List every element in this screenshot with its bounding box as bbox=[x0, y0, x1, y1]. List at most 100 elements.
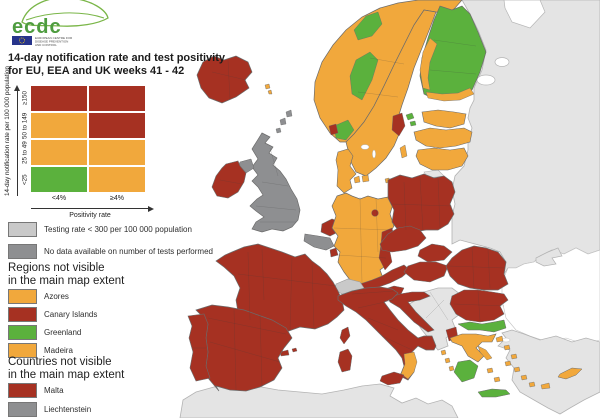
map-region-slovakia bbox=[417, 243, 453, 263]
matrix-y-axis-arrow-icon bbox=[14, 85, 20, 91]
matrix-x-axis-arrow-icon bbox=[148, 205, 154, 212]
matrix-row-label-3: 25 to 49 bbox=[21, 141, 29, 164]
legend-item-no-data: No data available on number of tests per… bbox=[8, 244, 213, 259]
legend-swatch-canary-islands bbox=[8, 307, 37, 322]
matrix-cell bbox=[89, 167, 145, 192]
map-region-norway-green-north bbox=[353, 11, 383, 41]
map-region-ionian-islands bbox=[440, 349, 455, 372]
legend-swatch-malta bbox=[8, 383, 37, 398]
map-region-crete bbox=[477, 388, 511, 398]
map-region-aegean-islands bbox=[486, 335, 551, 390]
map-region-berlin bbox=[371, 209, 379, 217]
map-region-gotland bbox=[399, 144, 408, 159]
legend-label-testing-rate: Testing rate < 300 per 100 000 populatio… bbox=[44, 225, 192, 234]
map-region-iceland bbox=[196, 55, 253, 104]
legend-swatch-madeira bbox=[8, 343, 37, 358]
map-region-latvia bbox=[413, 127, 473, 149]
legend-panel: ecdc EUROPEAN CENTRE FOR DISEASE PREVENT… bbox=[0, 0, 230, 418]
map-water-marmara bbox=[501, 337, 511, 343]
map-region-luxembourg bbox=[329, 247, 339, 258]
ecdc-logo-subtext-2: DISEASE PREVENTION bbox=[35, 40, 68, 44]
map-region-czechia bbox=[379, 225, 427, 253]
map-region-great-britain bbox=[249, 132, 301, 233]
map-region-sardinia bbox=[337, 348, 353, 373]
map-region-ireland bbox=[211, 160, 247, 199]
map-region-norway-south-red bbox=[328, 123, 339, 136]
legend-label-malta: Malta bbox=[44, 386, 64, 395]
map-internal-region-borders bbox=[192, 39, 506, 391]
map-water-white-sea bbox=[503, 0, 546, 29]
matrix-cell bbox=[31, 167, 87, 192]
regions-not-visible-heading: Regions not visible in the main map exte… bbox=[8, 262, 124, 287]
map-region-denmark-islands bbox=[353, 174, 370, 184]
map-region-peloponnese bbox=[453, 359, 479, 383]
matrix-cell bbox=[89, 113, 145, 138]
legend-label-liechtenstein: Liechtenstein bbox=[44, 405, 92, 414]
ecdc-logo-text: ecdc bbox=[12, 16, 62, 38]
map-region-estonia-islands bbox=[405, 112, 417, 127]
legend-item-canary-islands: Canary Islands bbox=[8, 307, 97, 322]
map-region-euboea bbox=[477, 345, 493, 361]
map-region-lithuania bbox=[415, 147, 469, 171]
matrix-x-axis-line bbox=[31, 208, 149, 209]
legend-item-greenland: Greenland bbox=[8, 325, 81, 340]
map-region-denmark bbox=[335, 148, 357, 194]
legend-label-no-data: No data available on number of tests per… bbox=[44, 247, 213, 256]
map-water-lake-onega bbox=[494, 57, 510, 67]
countries-heading-line1: Countries not visible bbox=[8, 356, 112, 368]
matrix-grid bbox=[31, 86, 145, 192]
ecdc-logo-leaf bbox=[21, 0, 109, 27]
countries-not-visible-heading: Countries not visible in the main map ex… bbox=[8, 356, 124, 381]
legend-label-madeira: Madeira bbox=[44, 346, 73, 355]
map-title-line2: for EU, EEA and UK weeks 41 - 42 bbox=[8, 65, 185, 77]
map-region-portugal bbox=[187, 313, 211, 382]
legend-swatch-testing-rate bbox=[8, 222, 37, 237]
map-region-croatia bbox=[387, 291, 435, 333]
map-title-line1: 14-day notification rate and test positi… bbox=[8, 52, 225, 64]
matrix-cell bbox=[31, 113, 87, 138]
matrix-row-label-1: ≥150 bbox=[21, 91, 29, 106]
regions-heading-line2: in the main map extent bbox=[8, 274, 125, 287]
map-region-sicily bbox=[379, 371, 405, 386]
legend-label-azores: Azores bbox=[44, 292, 69, 301]
legend-item-malta: Malta bbox=[8, 383, 64, 398]
matrix-cell bbox=[89, 86, 145, 111]
map-water-lake-vanern bbox=[360, 144, 370, 150]
map-region-cyprus bbox=[557, 367, 583, 380]
matrix-x-axis-label: Positivity rate bbox=[69, 212, 111, 219]
eu-flag-stars bbox=[18, 37, 25, 44]
legend-swatch-greenland bbox=[8, 325, 37, 340]
map-region-finland-west bbox=[419, 37, 438, 91]
legend-matrix: 14-day notification rate per 100 000 pop… bbox=[4, 66, 204, 224]
matrix-cell bbox=[31, 86, 87, 111]
matrix-row-label-2: 50 to 149 bbox=[21, 112, 29, 139]
legend-swatch-azores bbox=[8, 289, 37, 304]
map-region-greece-north bbox=[457, 319, 507, 333]
matrix-y-axis-label: 14-day notification rate per 100 000 pop… bbox=[4, 66, 11, 196]
map-region-hungary bbox=[403, 261, 449, 283]
map-region-faroe-islands bbox=[264, 83, 273, 95]
eu-flag-icon bbox=[12, 36, 32, 45]
matrix-cell bbox=[31, 140, 87, 165]
map-water-black-sea bbox=[501, 247, 600, 345]
map-region-belgium bbox=[303, 233, 335, 251]
map-water-lake-vattern bbox=[372, 149, 376, 159]
map-region-corsica bbox=[339, 326, 351, 345]
map-region-calabria bbox=[400, 351, 418, 380]
map-region-bulgaria bbox=[449, 289, 509, 323]
legend-label-canary-islands: Canary Islands bbox=[44, 310, 98, 319]
legend-item-testing-rate: Testing rate < 300 per 100 000 populatio… bbox=[8, 222, 192, 237]
legend-item-madeira: Madeira bbox=[8, 343, 73, 358]
map-region-shetland-orkney bbox=[275, 109, 293, 134]
legend-swatch-no-data bbox=[8, 244, 37, 259]
map-region-estonia bbox=[421, 109, 467, 129]
map-water-lake-ladoga bbox=[476, 74, 496, 86]
map-region-greece-main bbox=[449, 333, 497, 363]
matrix-cell bbox=[89, 140, 145, 165]
ecdc-logo: ecdc EUROPEAN CENTRE FOR DISEASE PREVENT… bbox=[12, 0, 109, 47]
matrix-col-label-2: ≥4% bbox=[110, 195, 124, 202]
map-title: 14-day notification rate and test positi… bbox=[8, 52, 258, 78]
ecdc-logo-subtext-3: AND CONTROL bbox=[35, 43, 57, 47]
